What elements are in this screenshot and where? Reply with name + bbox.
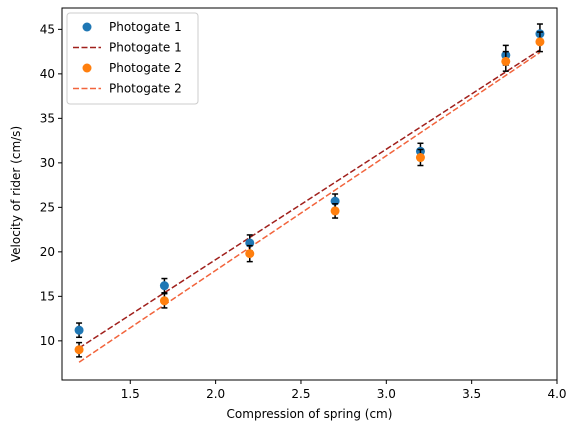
x-tick-label: 3.0 (377, 387, 396, 401)
data-point (501, 56, 511, 66)
data-point (330, 206, 340, 216)
data-point (535, 37, 545, 47)
y-tick-label: 40 (40, 67, 55, 81)
y-axis-ticks: 10 15 20 25 30 35 40 45 (40, 22, 62, 348)
data-point (74, 345, 84, 355)
fit-line (78, 49, 541, 349)
x-tick-label: 2.0 (206, 387, 225, 401)
legend-entry-label: Photogate 2 (109, 82, 182, 96)
legend-frame (66, 12, 199, 105)
legend: Photogate 1 Photogate 1 Photogate 2 Photoga… (66, 12, 199, 105)
y-tick-label: 25 (40, 200, 55, 214)
plot-frame (61, 7, 558, 381)
y-tick-label: 35 (40, 111, 55, 125)
legend-entry-label: Photogate 1 (109, 20, 182, 34)
data-point (159, 296, 169, 306)
x-tick-label: 3.5 (462, 387, 481, 401)
data-point (159, 281, 169, 291)
x-tick-label: 2.5 (291, 387, 310, 401)
x-tick-label: 1.5 (121, 387, 140, 401)
legend-entry-label: Photogate 2 (109, 61, 182, 75)
legend-marker-swatch (82, 22, 92, 32)
x-axis-ticks: 1.5 2.0 2.5 3.0 3.5 4.0 (121, 380, 567, 401)
data-point (415, 153, 425, 163)
data-point (74, 325, 84, 335)
data-point (245, 249, 255, 259)
y-tick-label: 45 (40, 22, 55, 36)
y-tick-label: 20 (40, 245, 55, 259)
fit-line (78, 51, 541, 363)
legend-marker-swatch (82, 63, 92, 73)
y-tick-label: 10 (40, 334, 55, 348)
y-tick-label: 30 (40, 156, 55, 170)
x-tick-label: 4.0 (547, 387, 566, 401)
plot-area (74, 23, 545, 363)
legend-entry-label: Photogate 1 (109, 41, 182, 55)
y-tick-label: 15 (40, 289, 55, 303)
x-axis-label: Compression of spring (cm) (227, 407, 393, 421)
y-axis-label: Velocity of rider (cm/s) (9, 126, 23, 262)
